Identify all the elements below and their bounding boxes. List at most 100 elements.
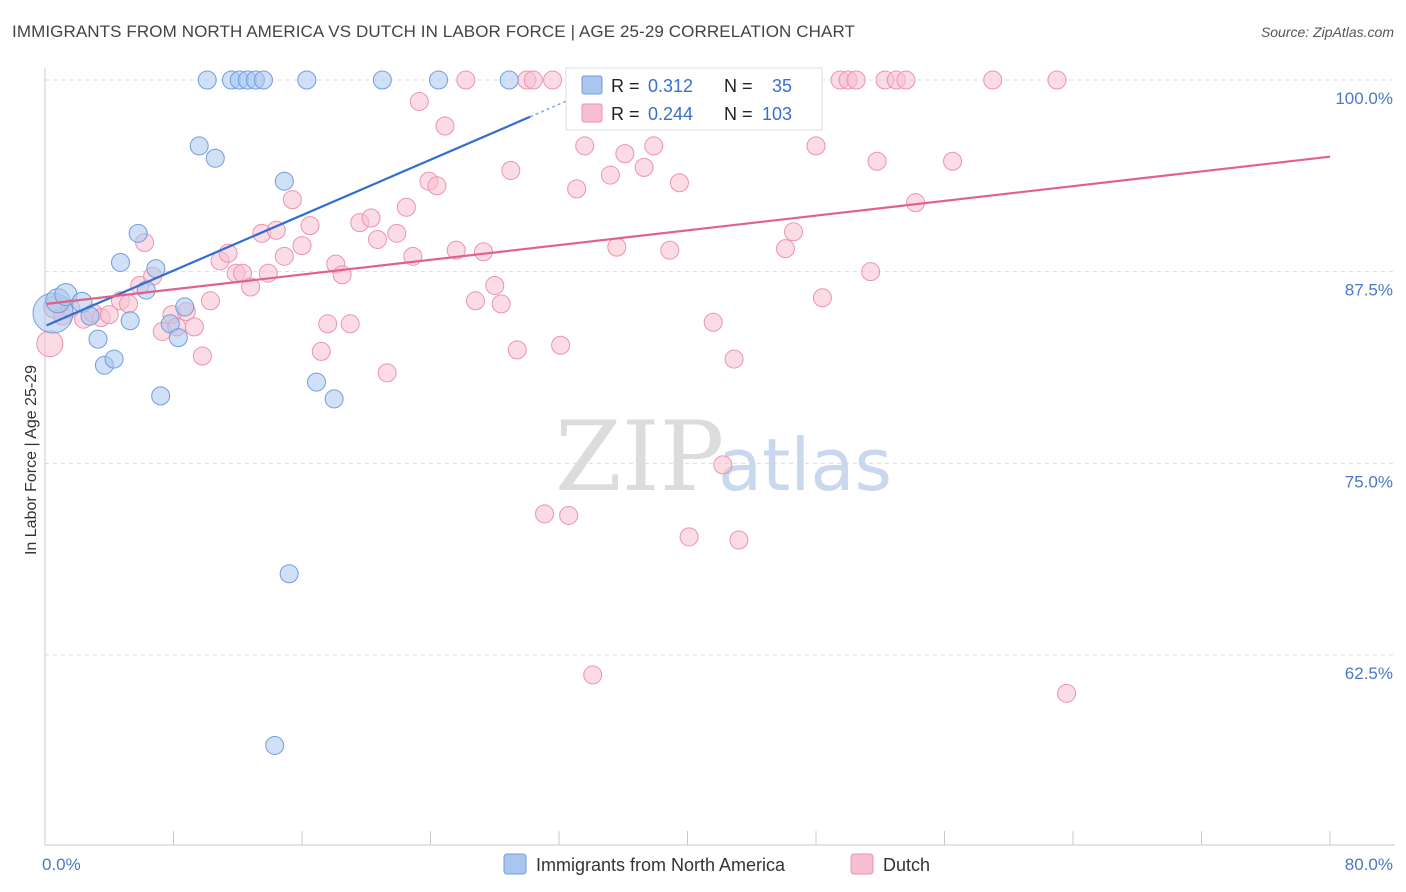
grid-lines [45, 79, 1395, 656]
north-america-point-19 [205, 148, 225, 168]
dutch-point-98 [896, 70, 916, 90]
stats-n-value-pink: 103 [762, 104, 792, 124]
dutch-point-80 [724, 349, 744, 369]
dutch-point-32 [311, 341, 331, 361]
dutch-point-7 [99, 305, 119, 325]
y-tick-label-0: 62.5% [1345, 664, 1393, 683]
dutch-point-47 [435, 116, 455, 136]
chart-title: IMMIGRANTS FROM NORTH AMERICA VS DUTCH I… [12, 22, 856, 41]
dutch-point-54 [501, 160, 521, 180]
north-america-point-16 [175, 297, 195, 317]
dutch-point-75 [679, 527, 699, 547]
north-america-point-7 [104, 349, 124, 369]
dutch-point-94 [861, 262, 881, 282]
dutch-point-103 [1057, 683, 1077, 703]
dutch-point-52 [485, 275, 505, 295]
x-tick-labels: 0.0% 80.0% [42, 855, 1393, 874]
source-credit: Source: ZipAtlas.com [1260, 24, 1394, 40]
y-tick-labels: 62.5% 75.0% 87.5% 100.0% [1335, 89, 1393, 683]
dutch-point-78 [703, 312, 723, 332]
dutch-point-30 [292, 236, 312, 256]
dutch-point-41 [387, 223, 407, 243]
x-tick-label-1: 80.0% [1345, 855, 1393, 874]
dutch-point-60 [551, 335, 571, 355]
dutch-point-0 [36, 330, 64, 358]
north-america-point-15 [168, 328, 188, 348]
legend: Immigrants from North America Dutch [503, 853, 930, 875]
north-america-point-10 [128, 223, 148, 243]
stats-n-value-blue: 35 [772, 76, 792, 96]
dutch-point-100 [943, 151, 963, 171]
dutch-point-49 [456, 70, 476, 90]
north-america-point-24 [253, 70, 273, 90]
stats-r-label-blue: R = [611, 76, 640, 96]
dutch-point-73 [660, 240, 680, 260]
x-ticks [44, 831, 1331, 845]
y-tick-label-1: 75.0% [1345, 472, 1393, 491]
dutch-points [36, 70, 1077, 703]
stats-swatch-blue [581, 75, 603, 95]
x-tick-label-0: 0.0% [42, 855, 81, 874]
y-tick-label-2: 87.5% [1345, 281, 1393, 300]
dutch-point-36 [340, 314, 360, 334]
stats-n-label-blue: N = [724, 76, 753, 96]
stats-box: R = 0.312 N = 35 R = 0.244 N = 103 [565, 67, 823, 131]
stats-swatch-pink [581, 103, 603, 123]
dutch-point-68 [615, 144, 635, 164]
north-america-point-28 [297, 70, 317, 90]
dutch-point-24 [241, 277, 261, 297]
dutch-point-42 [396, 197, 416, 217]
dutch-point-39 [367, 229, 387, 249]
y-tick-label-3: 100.0% [1335, 89, 1393, 108]
dutch-point-57 [523, 70, 543, 90]
stats-r-value-pink: 0.244 [648, 104, 693, 124]
dutch-point-70 [634, 157, 654, 177]
dutch-point-89 [806, 136, 826, 156]
dutch-point-31 [300, 216, 320, 236]
legend-label-dutch: Dutch [883, 855, 930, 875]
dutch-point-90 [812, 288, 832, 308]
dutch-point-79 [713, 455, 733, 475]
dutch-point-9 [119, 294, 139, 314]
dutch-point-40 [377, 363, 397, 383]
dutch-point-66 [600, 165, 620, 185]
dutch-point-59 [543, 70, 563, 90]
dutch-point-71 [644, 136, 664, 156]
dutch-point-38 [361, 208, 381, 228]
north-america-point-25 [265, 735, 285, 755]
dutch-point-58 [535, 504, 555, 524]
dutch-point-67 [607, 237, 627, 257]
watermark-zip: ZIP [555, 401, 724, 513]
stats-r-label-pink: R = [611, 104, 640, 124]
north-america-point-5 [88, 329, 108, 349]
legend-swatch-dutch [850, 853, 874, 875]
dutch-point-62 [567, 179, 587, 199]
dutch-point-81 [729, 530, 749, 550]
dutch-trend-line [46, 155, 1331, 305]
dutch-point-44 [409, 91, 429, 111]
north-america-point-30 [324, 389, 344, 409]
watermark-atlas: atlas [718, 423, 892, 507]
north-america-point-32 [429, 70, 449, 90]
north-america-point-33 [499, 70, 519, 90]
dutch-point-18 [192, 346, 212, 366]
dutch-point-50 [465, 291, 485, 311]
dutch-point-53 [491, 294, 511, 314]
dutch-point-55 [507, 340, 527, 360]
dutch-point-29 [282, 190, 302, 210]
dutch-point-93 [846, 70, 866, 90]
stats-r-value-blue: 0.312 [648, 76, 693, 96]
north-america-point-18 [197, 70, 217, 90]
north-america-point-11 [136, 280, 156, 300]
north-america-point-13 [151, 386, 171, 406]
dutch-point-17 [184, 317, 204, 337]
north-america-points [32, 70, 649, 755]
north-america-trend-line [46, 115, 531, 327]
dutch-point-28 [274, 246, 294, 266]
north-america-point-17 [189, 136, 209, 156]
dutch-point-95 [867, 151, 887, 171]
north-america-point-26 [274, 171, 294, 191]
stats-n-label-pink: N = [724, 104, 753, 124]
dutch-point-63 [575, 136, 595, 156]
